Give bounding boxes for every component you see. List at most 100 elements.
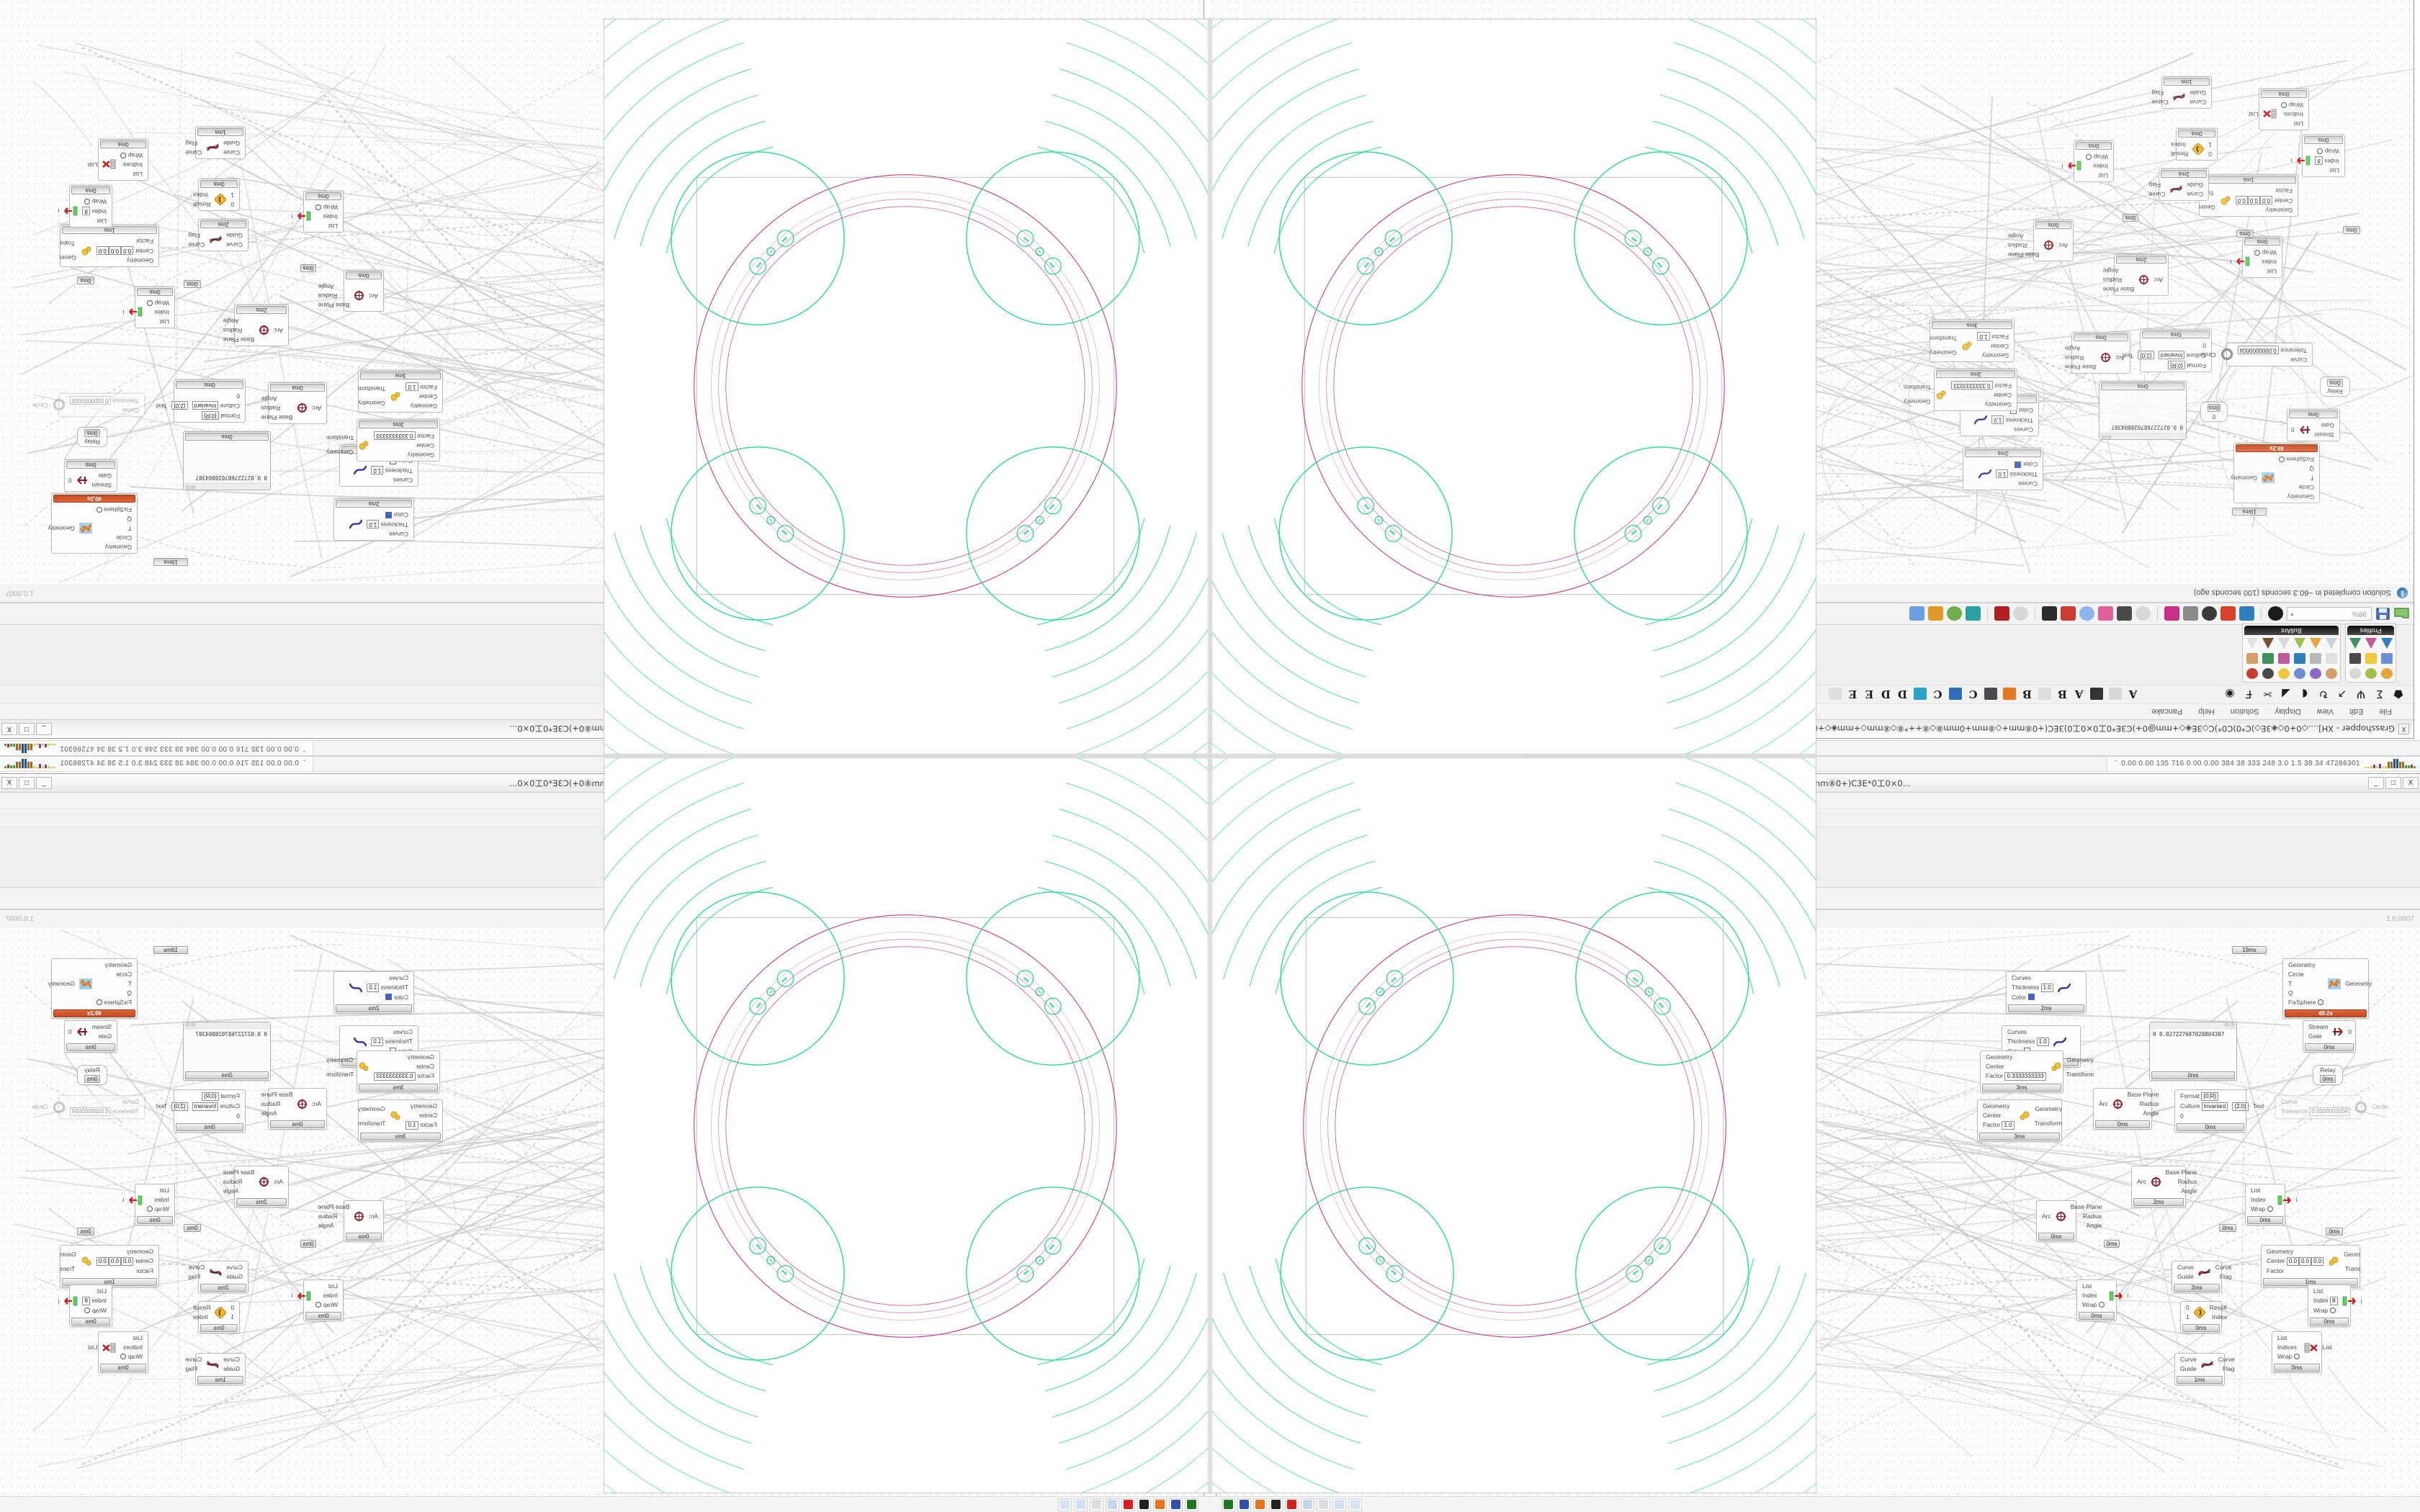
gh-output-param[interactable]: Geometry xyxy=(1930,349,1957,357)
gh-input-param[interactable]: Geometry xyxy=(1984,401,2012,408)
gh-output-param[interactable]: Radius xyxy=(223,327,243,334)
gh-output-param[interactable]: Result xyxy=(193,201,211,208)
menu-item-file[interactable]: File xyxy=(2379,707,2392,716)
ribbon-component-icon[interactable] xyxy=(2379,666,2394,680)
gh-input-param[interactable]: Wrap xyxy=(2081,1300,2106,1310)
gh-output-param[interactable]: Flag xyxy=(185,1365,198,1372)
ribbon-component-icon[interactable] xyxy=(2244,636,2259,650)
gh-input-param[interactable]: Circle xyxy=(116,971,132,978)
mat-blue-icon[interactable] xyxy=(1909,606,1924,621)
maximize-button[interactable]: □ xyxy=(19,777,35,789)
ribbon-component-icon[interactable] xyxy=(2323,666,2339,680)
capsule-icon[interactable] xyxy=(2202,606,2217,621)
gh-component-node[interactable]: Geometry Center Factor 0.3333333333 Geome… xyxy=(326,419,440,462)
terminal-green-icon[interactable] xyxy=(1185,1498,1198,1511)
gh-input-param[interactable]: Curve xyxy=(2190,99,2206,106)
close-button[interactable]: X xyxy=(2403,777,2419,789)
plugin-a2-icon[interactable]: A xyxy=(2074,688,2084,701)
gh-input-param[interactable]: Arc xyxy=(312,1100,321,1107)
plugin-d-icon[interactable]: D xyxy=(1898,688,1908,701)
gh-component-node[interactable]: 0ms xyxy=(2121,213,2140,222)
gh-component-node[interactable]: List Indices Wrap List 0ms xyxy=(2272,1331,2332,1373)
gh-output-param[interactable]: Radius xyxy=(2177,1178,2197,1185)
ribbon-component-icon[interactable] xyxy=(2276,651,2291,665)
plugin-leaf-icon[interactable] xyxy=(2106,688,2125,701)
gh-output-param[interactable]: Transform xyxy=(1903,384,1932,392)
gh-output-param[interactable]: Result xyxy=(2171,150,2189,158)
disk-49-icon[interactable] xyxy=(1169,1498,1183,1511)
gh-input-param[interactable]: Geometry xyxy=(2265,207,2293,214)
gh-input-param[interactable]: Geometry xyxy=(126,1248,153,1255)
gh-component-node[interactable]: Stream Gate 0 0ms xyxy=(2303,1020,2356,1053)
fit-view-icon[interactable] xyxy=(2268,606,2283,621)
doc-grey-icon[interactable] xyxy=(1317,1498,1330,1511)
gh-input-param[interactable]: 0 xyxy=(230,1304,234,1311)
gh-input-param[interactable]: Center xyxy=(418,1112,437,1119)
shade-black-icon[interactable] xyxy=(2042,606,2057,621)
ribbon-component-icon[interactable] xyxy=(2379,651,2394,665)
ribbon-icon-grid[interactable] xyxy=(2347,636,2394,680)
gh-input-param[interactable]: Factor xyxy=(135,1267,153,1274)
gh-input-param[interactable]: Center xyxy=(416,442,434,449)
curve-icon[interactable]: ↻ xyxy=(2318,688,2329,701)
gh-input-param[interactable]: Wrap xyxy=(2084,152,2110,161)
gh-input-param[interactable]: Curves xyxy=(2014,426,2033,433)
gh-input-param[interactable]: List xyxy=(2251,1187,2261,1194)
scissors-icon[interactable] xyxy=(2061,606,2076,621)
gh-input-param[interactable]: T xyxy=(2310,474,2314,482)
gh-input-param[interactable]: Color xyxy=(2010,993,2055,1002)
gh-component-node[interactable]: Geometry Circle T Q FixSphere Geometry 49… xyxy=(2231,443,2320,503)
gh-output-param[interactable]: Circle xyxy=(32,402,48,409)
gh-input-param[interactable]: FixSphere xyxy=(2277,454,2316,464)
gh-component-node[interactable]: Curve Guide Curve Flag 2ms xyxy=(189,219,248,251)
gh-input-param[interactable]: Curves xyxy=(2018,480,2038,487)
gh-component-node[interactable]: Curve Tolerance 0.0000000004 Circle xyxy=(32,1095,145,1119)
gh-input-param[interactable]: Wrap xyxy=(2253,248,2278,257)
ribbon-tab-bullant[interactable]: BullAnt xyxy=(2244,626,2339,635)
gh-component-node[interactable]: Geometry Circle T Q FixSphere Geometry 49… xyxy=(2282,958,2372,1019)
gh-output-param[interactable]: Flag xyxy=(188,232,201,239)
gh-input-param[interactable]: Index xyxy=(323,213,338,220)
gh-output-param[interactable]: Geometry xyxy=(2066,1056,2094,1063)
gh-input-param[interactable]: Circle xyxy=(2288,971,2304,978)
gh-input-param[interactable]: Gate xyxy=(98,472,112,480)
gh-input-param[interactable]: Center xyxy=(1990,343,2009,350)
surface-icon[interactable]: ◖ xyxy=(2302,688,2308,701)
gh-input-param[interactable]: Center xyxy=(416,1063,434,1070)
gh-input-param[interactable]: List xyxy=(133,1334,143,1341)
gh-input-param[interactable]: Geometry xyxy=(104,961,132,968)
gh-input-param[interactable]: Geometry xyxy=(407,1053,434,1061)
viewport-top-left[interactable] xyxy=(604,19,1209,755)
plugin-b-icon[interactable]: B xyxy=(2058,688,2067,701)
gh-input-param[interactable]: Guide xyxy=(2187,181,2203,189)
ribbon-component-icon[interactable] xyxy=(2292,636,2307,650)
preview-eye-icon[interactable] xyxy=(2239,606,2254,621)
gh-input-param[interactable]: Arc xyxy=(274,327,283,334)
gh-component-node[interactable]: List Index Wrap i 0ms xyxy=(123,1184,175,1225)
gh-component-node[interactable]: Arc Base Plane Radius Angle 0ms xyxy=(261,382,327,424)
gh-output-param[interactable]: Trans xyxy=(59,240,76,248)
gh-input-param[interactable]: Index xyxy=(2093,163,2108,170)
gh-output-param[interactable]: Flag xyxy=(2148,181,2161,189)
gh-output-param[interactable]: Curve xyxy=(2148,191,2166,198)
gh-input-param[interactable]: Wrap xyxy=(145,1205,171,1214)
gh-component-node[interactable]: Arc Base Plane Radius Angle 2ms xyxy=(2103,254,2169,296)
gh-input-param[interactable]: Stream xyxy=(2308,1023,2329,1030)
gh-output-param[interactable]: Base Plane xyxy=(223,1169,255,1176)
gh-output-param[interactable]: Flag xyxy=(2219,1273,2232,1280)
menu-item-display[interactable]: Display xyxy=(2275,707,2301,716)
gh-input-param[interactable]: Index 8 xyxy=(81,206,108,216)
ribbon-component-icon[interactable] xyxy=(2323,651,2339,665)
gh-component-node[interactable]: 0 1 Result Index 0ms xyxy=(193,1301,240,1333)
gh-output-param[interactable]: Base Plane xyxy=(261,414,293,421)
ribbon-component-icon[interactable] xyxy=(2244,666,2259,680)
gh-input-param[interactable]: Arc xyxy=(2137,1178,2146,1185)
gh-component-node[interactable]: 0ms xyxy=(2102,1239,2121,1248)
gh-input-param[interactable]: Thickness 1.0 xyxy=(365,983,410,993)
gh-input-param[interactable]: Geometry xyxy=(104,544,132,551)
